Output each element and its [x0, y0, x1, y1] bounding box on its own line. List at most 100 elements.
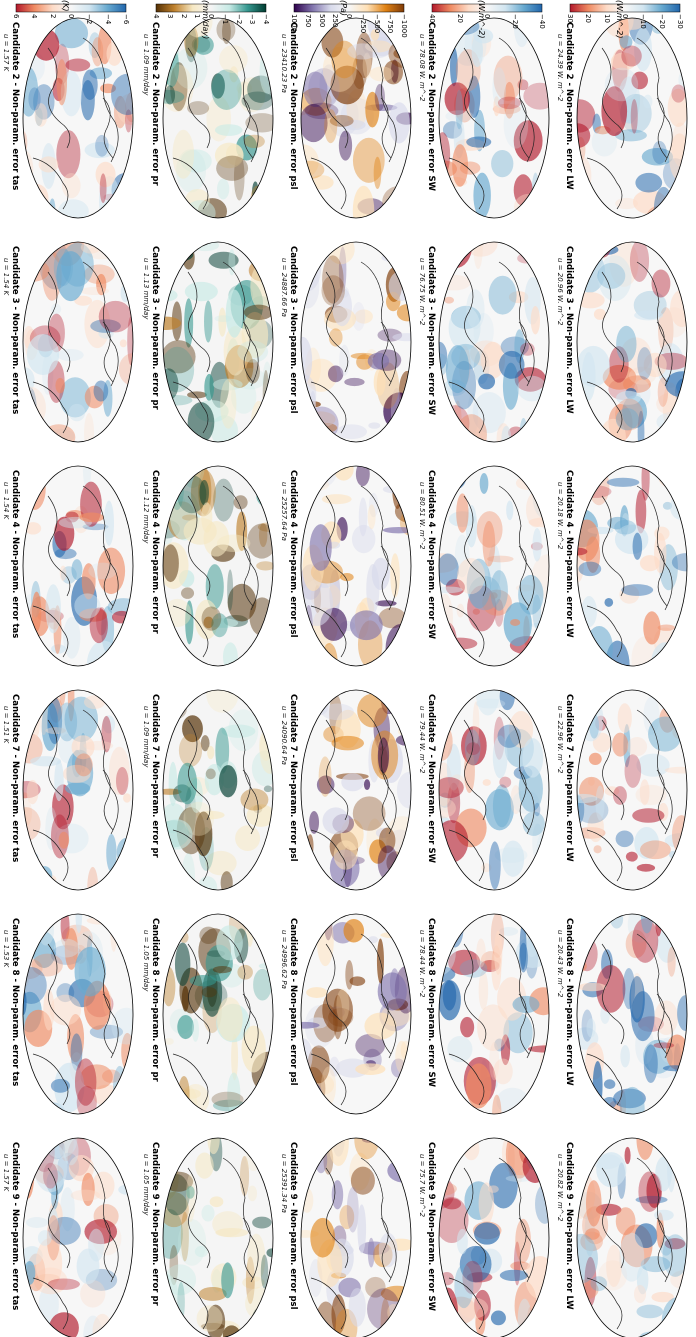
map-pr-6 — [163, 1138, 273, 1337]
colorbar-tick: 0 — [67, 14, 75, 19]
panel-stat: u = 1.05 mm/day — [142, 930, 150, 992]
map-border — [22, 689, 134, 891]
map-pr-4 — [163, 690, 273, 890]
map-tas-2 — [23, 242, 133, 442]
map-border — [576, 465, 688, 667]
panel-stat: u = 76.75 W. m^-2 — [418, 258, 426, 326]
map-pr-3 — [163, 466, 273, 666]
colorbar-psl — [293, 3, 405, 13]
panel-stat: u = 1.51 K — [2, 706, 10, 744]
colorbar-tick: −3 — [248, 14, 257, 25]
colorbar-tick: −500 — [372, 14, 381, 34]
panel-stat: u = 20.96 W. m^-2 — [556, 258, 564, 326]
panel-stat: u = 1.57 K — [2, 34, 10, 72]
panel-title: Candidate 8 - Non-param. error tas — [10, 918, 20, 1087]
map-psl-2 — [301, 242, 411, 442]
map-border — [22, 465, 134, 667]
map-border — [22, 241, 134, 443]
panel-stat: u = 20.82 W. m^-2 — [556, 1154, 564, 1222]
panel-stat: u = 24887.66 Pa — [280, 258, 288, 317]
colorbar-tick: 10 — [602, 14, 611, 23]
colorbar-tick: 2 — [179, 14, 188, 19]
map-border — [576, 1137, 688, 1337]
panel-stat: u = 24996.62 Pa — [280, 930, 288, 989]
panel-stat: u = 75.7 W. m^-2 — [418, 1154, 426, 1218]
colorbar-label: (W.m^-2) — [615, 0, 624, 39]
map-border — [162, 17, 274, 219]
colorbar-label: (mm/day) — [201, 0, 210, 40]
map-LW-3 — [577, 466, 687, 666]
colorbar-tas — [15, 3, 127, 13]
map-border — [576, 689, 688, 891]
panel-title: Candidate 4 - Non-param. error SW — [426, 470, 436, 639]
map-LW-5 — [577, 914, 687, 1114]
map-LW-4 — [577, 690, 687, 890]
map-border — [162, 465, 274, 667]
panel-title: Candidate 2 - Non-param. error LW — [564, 22, 574, 190]
colorbar-tick: 750 — [303, 14, 312, 28]
panel-stat: u = 23410.23 Pa — [280, 34, 288, 93]
panel-title: Candidate 4 - Non-param. error psl — [288, 470, 298, 638]
map-border — [438, 689, 550, 891]
panel-stat: u = 22.96 W. m^-2 — [556, 706, 564, 774]
panel-stat: u = 80.51 W. m^-2 — [418, 482, 426, 550]
map-border — [22, 1137, 134, 1337]
map-border — [576, 17, 688, 219]
map-border — [300, 241, 412, 443]
panel-stat: u = 78.08 W. m^-2 — [418, 34, 426, 102]
panel-title: Candidate 2 - Non-param. error SW — [426, 22, 436, 191]
colorbar-pr — [155, 3, 267, 13]
colorbar-tick: −30 — [676, 14, 684, 29]
panel-stat: u = 20.18 W. m^-2 — [556, 482, 564, 550]
colorbar-tick: −20 — [657, 14, 666, 29]
panel-stat: u = 1.54 K — [2, 258, 10, 296]
map-border — [438, 1137, 550, 1337]
colorbar-tick: 4 — [30, 14, 39, 19]
colorbar-tick: −40 — [538, 14, 546, 29]
map-border — [22, 17, 134, 219]
panel-title: Candidate 7 - Non-param. error pr — [150, 694, 160, 858]
colorbar-tick: 500 — [317, 14, 326, 28]
panel-title: Candidate 9 - Non-param. error SW — [426, 1142, 436, 1311]
panel-title: Candidate 4 - Non-param. error tas — [10, 470, 20, 639]
map-SW-3 — [439, 466, 549, 666]
colorbar-tick: −2 — [234, 14, 243, 25]
panel-title: Candidate 9 - Non-param. error psl — [288, 1142, 298, 1310]
map-border — [438, 913, 550, 1115]
map-border — [438, 17, 550, 219]
panel-title: Candidate 9 - Non-param. error LW — [564, 1142, 574, 1310]
panel-stat: u = 25391.34 Pa — [280, 1154, 288, 1213]
map-LW-6 — [577, 1138, 687, 1337]
map-pr-1 — [163, 18, 273, 218]
panel-stat: u = 24.39 W. m^-2 — [556, 34, 564, 102]
map-SW-5 — [439, 914, 549, 1114]
map-pr-5 — [163, 914, 273, 1114]
map-psl-6 — [301, 1138, 411, 1337]
colorbar-tick: −1000 — [400, 14, 408, 38]
map-border — [576, 913, 688, 1115]
colorbar-tick: −250 — [358, 14, 367, 34]
map-border — [22, 913, 134, 1115]
panel-title: Candidate 3 - Non-param. error LW — [564, 246, 574, 414]
colorbar-tick: −2 — [85, 14, 94, 25]
panel-title: Candidate 3 - Non-param. error SW — [426, 246, 436, 415]
map-border — [438, 241, 550, 443]
panel-stat: u = 78.44 W. m^-2 — [418, 930, 426, 998]
colorbar-tick: 40 — [428, 14, 436, 23]
map-border — [162, 913, 274, 1115]
map-border — [300, 465, 412, 667]
panel-stat: u = 1.09 mm/day — [142, 34, 150, 96]
map-border — [162, 689, 274, 891]
panel-stat: u = 1.53 K — [2, 930, 10, 968]
panel-title: Candidate 4 - Non-param. error LW — [564, 470, 574, 638]
colorbar-tick: 2 — [48, 14, 57, 19]
colorbar-tick: −750 — [386, 14, 395, 34]
panel-title: Candidate 2 - Non-param. error psl — [288, 22, 298, 190]
colorbar-tick: 6 — [12, 14, 20, 19]
colorbar-tick: 30 — [566, 14, 574, 23]
panel-title: Candidate 3 - Non-param. error tas — [10, 246, 20, 415]
colorbar-tick: −4 — [262, 14, 270, 25]
colorbar-label: (K) — [61, 0, 70, 12]
map-psl-3 — [301, 466, 411, 666]
map-border — [300, 17, 412, 219]
